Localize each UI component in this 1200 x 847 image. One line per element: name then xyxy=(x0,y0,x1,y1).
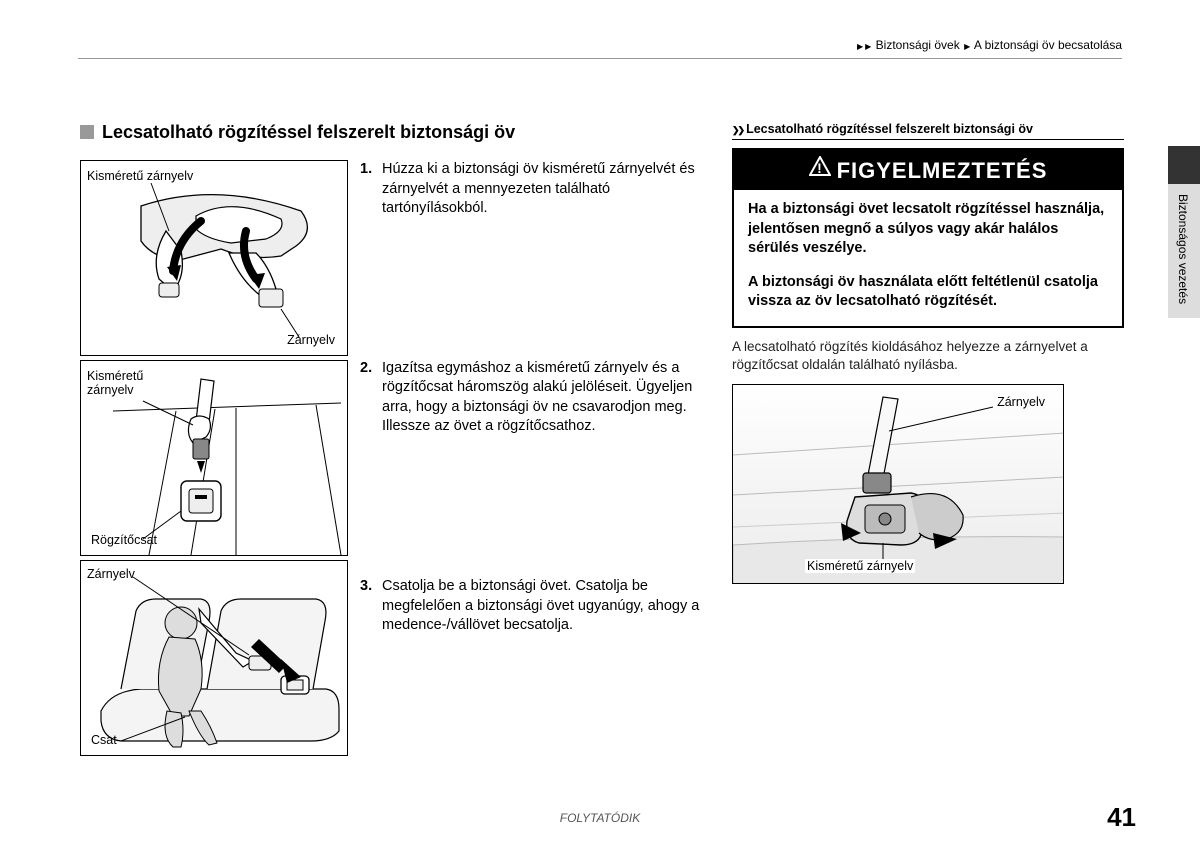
fig2-label-top: Kisméretű zárnyelv xyxy=(87,369,143,397)
breadcrumb: Biztonsági övek A biztonsági öv becsatol… xyxy=(856,38,1122,52)
rfig-label-1: Zárnyelv xyxy=(997,395,1045,409)
page-number: 41 xyxy=(1107,802,1136,833)
breadcrumb-part: A biztonsági öv becsatolása xyxy=(974,38,1122,52)
right-note: A lecsatolható rögzítés kioldásához hely… xyxy=(732,338,1124,374)
square-bullet-icon xyxy=(80,125,94,139)
warning-body: Ha a biztonsági övet lecsatolt rögzítéss… xyxy=(734,190,1122,326)
step-text: Igazítsa egymáshoz a kisméretű zárnyelv … xyxy=(382,359,702,437)
right-subheading-text: Lecsatolható rögzítéssel felszerelt bizt… xyxy=(746,122,1033,136)
double-chevron-icon xyxy=(732,122,746,136)
side-tab: Biztonságos vezetés xyxy=(1168,146,1200,318)
warning-box: ! FIGYELMEZTETÉS Ha a biztonsági övet le… xyxy=(732,148,1124,328)
right-column: Lecsatolható rögzítéssel felszerelt bizt… xyxy=(732,122,1124,584)
svg-text:!: ! xyxy=(817,160,823,176)
seatbelt-release-illustration xyxy=(733,385,1064,584)
warning-text-2: A biztonsági öv használata előtt feltétl… xyxy=(748,273,1108,312)
warning-text-1: Ha a biztonsági övet lecsatolt rögzítéss… xyxy=(748,200,1108,259)
fig2-label-bottom: Rögzítőcsat xyxy=(91,533,157,547)
steps-column: 1. Húzza ki a biztonsági öv kisméretű zá… xyxy=(360,160,702,776)
figure-right: Zárnyelv Kisméretű zárnyelv xyxy=(732,384,1064,584)
figure-3: Zárnyelv Csat xyxy=(80,560,348,756)
figure-1: Kisméretű zárnyelv Zárnyelv xyxy=(80,160,348,356)
footer-continued: FOLYTATÓDIK xyxy=(0,811,1200,825)
figures-column: Kisméretű zárnyelv Zárnyelv Kisméretű zá… xyxy=(80,160,348,760)
tab-marker xyxy=(1168,146,1200,184)
chevron-icon xyxy=(856,38,864,52)
warning-triangle-icon: ! xyxy=(809,156,831,182)
seatbelt-ceiling-illustration xyxy=(81,161,347,355)
fig1-label-top: Kisméretű zárnyelv xyxy=(87,169,193,183)
step-number: 1. xyxy=(360,160,382,219)
figure-2: Kisméretű zárnyelv Rögzítőcsat xyxy=(80,360,348,556)
fig3-label-top: Zárnyelv xyxy=(87,567,135,581)
step-3: 3. Csatolja be a biztonsági övet. Csatol… xyxy=(360,577,702,636)
section-title: Lecsatolható rögzítéssel felszerelt bizt… xyxy=(80,122,515,143)
side-tab-label: Biztonságos vezetés xyxy=(1168,184,1198,318)
fig3-label-bottom: Csat xyxy=(91,733,117,747)
step-2: 2. Igazítsa egymáshoz a kisméretű zárnye… xyxy=(360,359,702,437)
breadcrumb-part: Biztonsági övek xyxy=(876,38,960,52)
divider xyxy=(78,58,1122,59)
rfig-label-2: Kisméretű zárnyelv xyxy=(805,559,915,573)
step-number: 3. xyxy=(360,577,382,636)
chevron-icon xyxy=(864,38,872,52)
step-number: 2. xyxy=(360,359,382,437)
section-title-text: Lecsatolható rögzítéssel felszerelt bizt… xyxy=(102,122,515,142)
seatbelt-fasten-illustration xyxy=(81,561,347,755)
step-text: Csatolja be a biztonsági övet. Csatolja … xyxy=(382,577,702,636)
right-subheading: Lecsatolható rögzítéssel felszerelt bizt… xyxy=(732,122,1124,140)
chevron-icon xyxy=(963,38,971,52)
fig1-label-bottom: Zárnyelv xyxy=(287,333,335,347)
warning-header: ! FIGYELMEZTETÉS xyxy=(734,150,1122,190)
warning-title: FIGYELMEZTETÉS xyxy=(837,158,1048,183)
step-text: Húzza ki a biztonsági öv kisméretű zárny… xyxy=(382,160,702,219)
step-1: 1. Húzza ki a biztonsági öv kisméretű zá… xyxy=(360,160,702,219)
